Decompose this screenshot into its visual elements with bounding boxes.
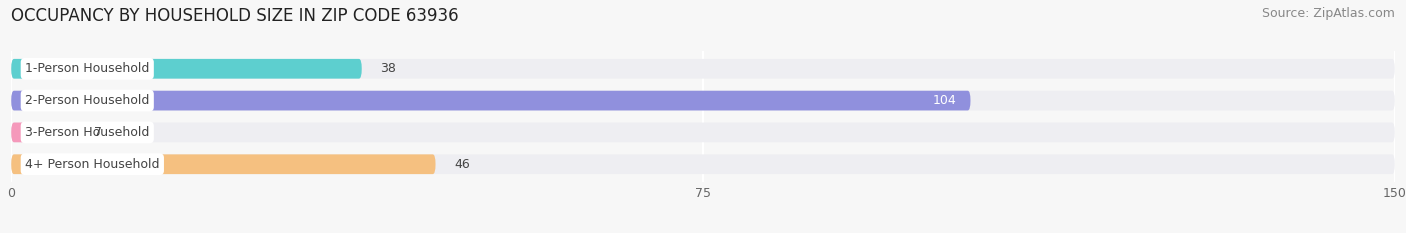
Text: OCCUPANCY BY HOUSEHOLD SIZE IN ZIP CODE 63936: OCCUPANCY BY HOUSEHOLD SIZE IN ZIP CODE … xyxy=(11,7,458,25)
Text: 46: 46 xyxy=(454,158,470,171)
FancyBboxPatch shape xyxy=(11,59,1395,79)
Text: 38: 38 xyxy=(380,62,396,75)
Text: 104: 104 xyxy=(934,94,956,107)
FancyBboxPatch shape xyxy=(11,123,1395,142)
FancyBboxPatch shape xyxy=(11,91,970,110)
Text: Source: ZipAtlas.com: Source: ZipAtlas.com xyxy=(1261,7,1395,20)
Text: 2-Person Household: 2-Person Household xyxy=(25,94,149,107)
FancyBboxPatch shape xyxy=(11,91,1395,110)
FancyBboxPatch shape xyxy=(11,59,361,79)
Text: 4+ Person Household: 4+ Person Household xyxy=(25,158,160,171)
FancyBboxPatch shape xyxy=(11,123,76,142)
FancyBboxPatch shape xyxy=(11,154,436,174)
Text: 1-Person Household: 1-Person Household xyxy=(25,62,149,75)
Text: 7: 7 xyxy=(94,126,103,139)
FancyBboxPatch shape xyxy=(11,154,1395,174)
Text: 3-Person Household: 3-Person Household xyxy=(25,126,149,139)
